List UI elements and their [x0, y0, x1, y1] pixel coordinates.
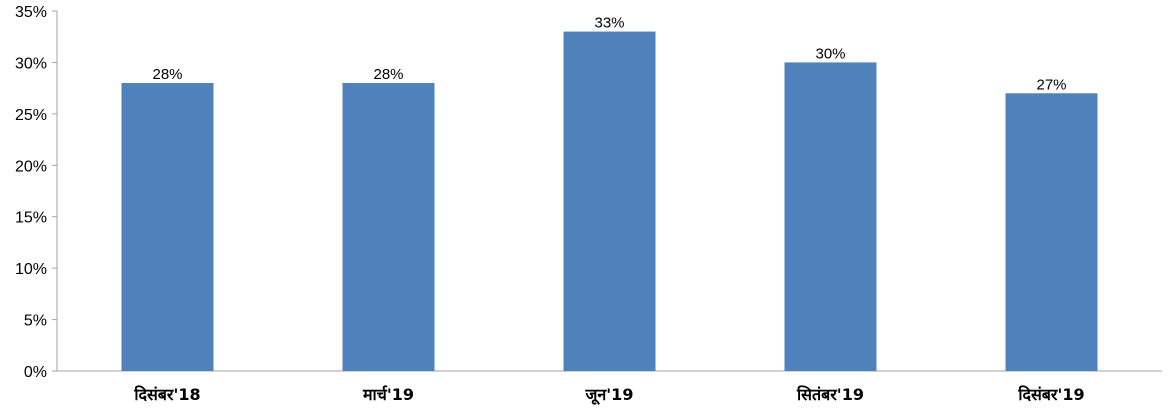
y-tick-label: 30% — [15, 55, 47, 72]
y-tick-label: 25% — [15, 107, 47, 124]
category-label: दिसंबर'19 — [1017, 385, 1084, 404]
y-tick-label: 35% — [15, 4, 47, 21]
category-label: दिसंबर'18 — [133, 385, 200, 404]
bar — [342, 83, 435, 371]
y-tick-label: 0% — [24, 364, 47, 381]
data-label: 28% — [373, 66, 403, 83]
y-tick-label: 20% — [15, 158, 47, 175]
category-label: सितंबर'19 — [796, 385, 864, 404]
bar — [563, 31, 656, 371]
category-label: जून'19 — [585, 385, 634, 405]
data-label: 30% — [815, 45, 845, 62]
y-tick-label: 5% — [24, 313, 47, 330]
bar — [1005, 93, 1098, 372]
category-label: मार्च'19 — [362, 385, 414, 404]
y-tick-label: 10% — [15, 261, 47, 278]
bar — [121, 83, 214, 371]
data-label: 33% — [594, 15, 624, 32]
y-tick-label: 15% — [15, 210, 47, 227]
data-label: 28% — [152, 66, 182, 83]
bar — [784, 62, 877, 372]
data-label: 27% — [1036, 76, 1066, 93]
